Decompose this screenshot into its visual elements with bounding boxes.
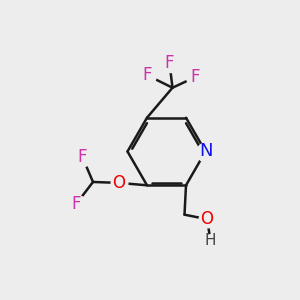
Text: N: N	[199, 142, 212, 160]
Text: F: F	[78, 148, 87, 166]
Text: O: O	[112, 174, 125, 192]
Text: F: F	[72, 195, 81, 213]
Text: F: F	[190, 68, 200, 86]
Text: F: F	[142, 66, 152, 84]
Text: O: O	[200, 210, 214, 228]
Text: F: F	[165, 54, 174, 72]
Text: H: H	[205, 233, 216, 248]
